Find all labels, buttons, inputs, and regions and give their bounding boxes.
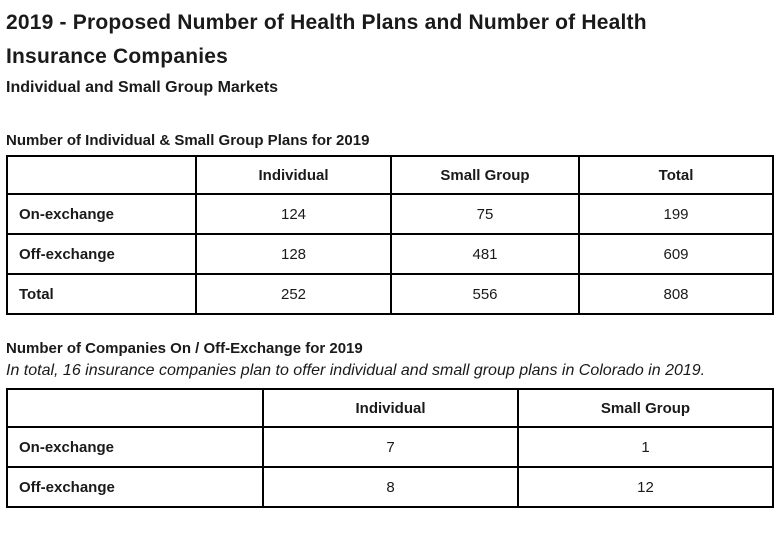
plans-off-exchange-small-group: 481 [390,233,580,275]
table-row-off-exchange: Off-exchange 128 481 609 [6,233,774,275]
companies-on-exchange-individual: 7 [262,426,519,468]
companies-section-note: In total, 16 insurance companies plan to… [6,362,706,379]
plans-on-exchange-small-group: 75 [390,193,580,235]
table-row-on-exchange: On-exchange 124 75 199 [6,193,774,235]
plans-header-individual: Individual [195,155,392,195]
companies-table: Individual Small Group On-exchange 7 1 O… [6,388,774,508]
plans-section-heading: Number of Individual & Small Group Plans… [6,132,370,149]
plans-total-individual: 252 [195,273,392,315]
row-label-on-exchange: On-exchange [6,426,264,468]
row-label-off-exchange: Off-exchange [6,466,264,508]
companies-on-exchange-small-group: 1 [517,426,774,468]
plans-header-small-group: Small Group [390,155,580,195]
companies-header-small-group: Small Group [517,388,774,428]
row-label-on-exchange: On-exchange [6,193,197,235]
table-row-on-exchange: On-exchange 7 1 [6,426,774,468]
plans-off-exchange-individual: 128 [195,233,392,275]
companies-off-exchange-individual: 8 [262,466,519,508]
companies-header-individual: Individual [262,388,519,428]
plans-on-exchange-individual: 124 [195,193,392,235]
table-row-total: Total 252 556 808 [6,273,774,315]
plans-table: Individual Small Group Total On-exchange… [6,155,774,315]
plans-total-small-group: 556 [390,273,580,315]
row-label-total: Total [6,273,197,315]
page-title: 2019 - Proposed Number of Health Plans a… [6,11,647,68]
companies-table-header-row: Individual Small Group [6,388,774,428]
plans-on-exchange-total: 199 [578,193,774,235]
plans-table-header-row: Individual Small Group Total [6,155,774,195]
plans-off-exchange-total: 609 [578,233,774,275]
plans-total-total: 808 [578,273,774,315]
companies-section-heading: Number of Companies On / Off-Exchange fo… [6,340,363,357]
companies-off-exchange-small-group: 12 [517,466,774,508]
companies-header-blank-cell [6,388,264,428]
page-subtitle: Individual and Small Group Markets [6,79,279,96]
plans-header-total: Total [578,155,774,195]
table-row-off-exchange: Off-exchange 8 12 [6,466,774,508]
row-label-off-exchange: Off-exchange [6,233,197,275]
plans-header-blank-cell [6,155,197,195]
